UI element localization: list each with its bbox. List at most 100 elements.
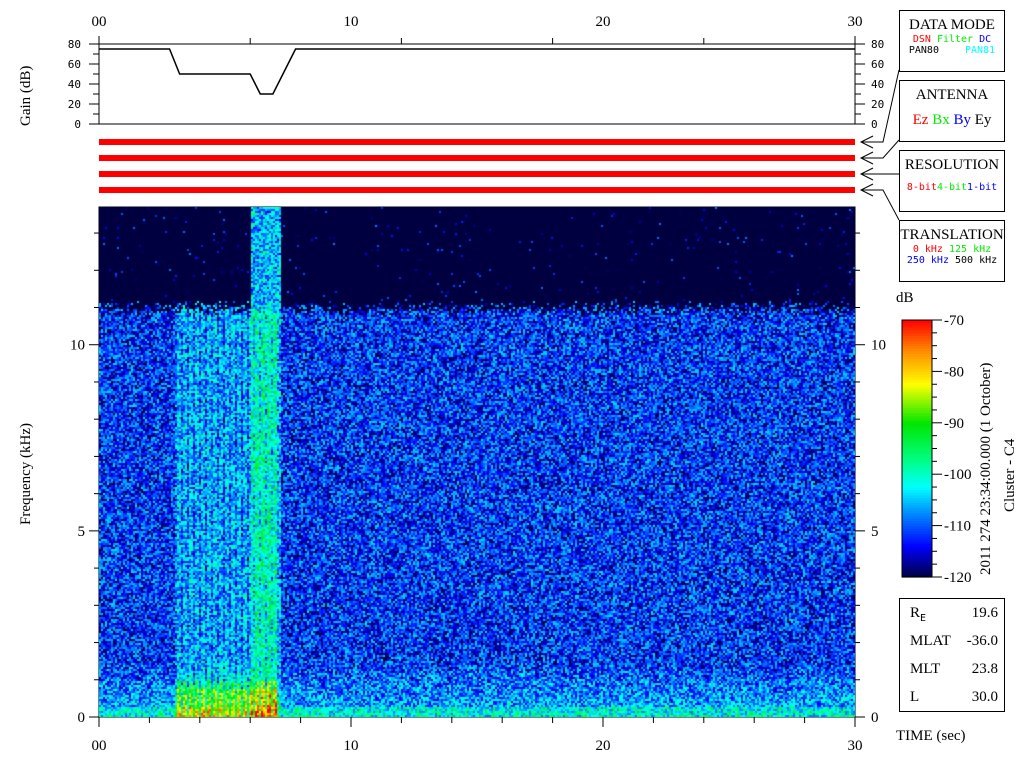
colorbar-segment <box>902 535 932 540</box>
colorbar-segment <box>902 494 932 498</box>
colorbar-segment <box>902 556 932 560</box>
connector-line <box>879 189 900 221</box>
colorbar-segment <box>902 409 932 414</box>
colorbar-segment <box>902 340 932 344</box>
colorbar-segment <box>902 402 932 406</box>
legend-item: 500 kHz <box>955 255 998 266</box>
colorbar-segment <box>902 350 932 355</box>
colorbar-segment <box>902 551 932 555</box>
ephemeris-value: 23.8 <box>971 661 998 677</box>
colorbar-segment <box>902 456 932 460</box>
colorbar-segment <box>902 505 932 509</box>
colorbar-segment <box>902 322 932 326</box>
colorbar-segment <box>902 484 932 488</box>
resolution-box: RESOLUTION 8-bit4-bit1-bit <box>899 150 1005 212</box>
gain-y-tick-label: 40 <box>68 78 81 91</box>
colorbar-segment <box>902 525 932 529</box>
colorbar-segment <box>902 479 932 483</box>
colorbar-segment <box>902 443 932 447</box>
legend-item: 1-bit <box>967 182 998 193</box>
colorbar-segment <box>902 569 932 573</box>
gain-y-tick-label: 0 <box>871 118 878 131</box>
colorbar-segment <box>902 451 932 455</box>
colorbar-segment <box>902 553 932 558</box>
colorbar-segment <box>902 425 932 429</box>
colorbar-segment <box>902 412 932 416</box>
colorbar-segment <box>902 448 932 452</box>
ephemeris-row: RE 19.6 <box>900 600 1004 627</box>
top-x-tick-label: 30 <box>848 14 863 30</box>
status-bar <box>99 171 855 177</box>
gain-y-tick-label: 40 <box>871 78 884 91</box>
gain-y-tick-label: 80 <box>871 38 884 51</box>
translation-row: 0 kHz 125 kHz <box>900 244 1004 255</box>
legend-item: 125 kHz <box>948 244 992 255</box>
colorbar-segment <box>902 571 932 576</box>
gain-line <box>99 48 855 95</box>
colorbar-segment <box>902 510 932 514</box>
colorbar-segment <box>902 528 932 532</box>
colorbar-segment <box>902 376 932 380</box>
colorbar-segment <box>902 515 932 519</box>
colorbar-segment <box>902 427 932 432</box>
y-axis-label: Frequency (kHz) <box>18 422 34 525</box>
colorbar-segment <box>902 517 932 522</box>
data-mode-title: DATA MODE <box>909 17 995 33</box>
colorbar-segment <box>902 417 932 421</box>
colorbar-segment <box>902 355 932 360</box>
colorbar-segment <box>902 345 932 349</box>
colorbar-segment <box>902 543 932 547</box>
colorbar-segment <box>902 453 932 457</box>
colorbar-segment <box>902 373 932 378</box>
gain-y-tick-label: 20 <box>871 98 884 111</box>
colorbar-tick-label: -70 <box>944 313 964 329</box>
colorbar-segment <box>902 512 932 516</box>
arrow-icon <box>859 151 879 165</box>
ephemeris-value: 19.6 <box>971 605 998 621</box>
legend-item: Filter <box>936 34 974 45</box>
colorbar-segment <box>902 546 932 550</box>
colorbar-segment <box>902 361 932 365</box>
x-tick-label: 00 <box>92 738 107 754</box>
y-tick-label: 0 <box>871 710 879 726</box>
translation-title: TRANSLATION <box>900 227 1004 243</box>
colorbar-segment <box>902 371 932 375</box>
colorbar-segment <box>902 422 932 426</box>
colorbar-segment <box>902 332 932 337</box>
ephemeris-value: 30.0 <box>971 689 998 705</box>
colorbar-segment <box>902 520 932 524</box>
data-mode-row: PAN80 PAN81 <box>900 45 1004 56</box>
connector-line <box>879 69 900 143</box>
y-tick-label: 5 <box>78 524 86 540</box>
colorbar-segment <box>902 445 932 450</box>
legend-item: PAN81 <box>965 45 996 56</box>
colorbar-segment <box>902 325 932 329</box>
legend-item: 4-bit <box>936 182 968 193</box>
y-tick-label: 10 <box>871 338 886 354</box>
colorbar-segment <box>902 489 932 493</box>
colorbar-tick-label: -110 <box>944 519 971 535</box>
colorbar-tick-label: -80 <box>944 364 964 380</box>
data-mode-row: DSN Filter DC <box>900 34 1004 45</box>
colorbar-segment <box>902 481 932 486</box>
colorbar-tick-label: -100 <box>944 467 972 483</box>
colorbar-segment <box>902 461 932 465</box>
colorbar-segment <box>902 533 932 537</box>
x-tick-label: 30 <box>848 738 863 754</box>
colorbar-segment <box>902 499 932 504</box>
arrow-icon <box>859 135 879 149</box>
x-axis-label: TIME (sec) <box>896 728 966 744</box>
arrow-icon <box>859 167 879 181</box>
ephemeris-row: MLT 23.8 <box>900 656 1004 683</box>
ephemeris-key: L <box>910 689 920 705</box>
colorbar-segment <box>902 471 932 475</box>
gain-y-tick-label: 60 <box>871 58 884 71</box>
colorbar-segment <box>902 335 932 339</box>
antenna-row: Ez Bx By Ey <box>900 112 1004 129</box>
legend-item: Ey <box>974 112 992 128</box>
colorbar-segment <box>902 358 932 362</box>
colorbar-segment <box>902 363 932 367</box>
colorbar-segment <box>902 379 932 383</box>
data-mode-box: DATA MODE DSN Filter DC PAN80 PAN81 <box>899 10 1005 72</box>
colorbar-label: dB <box>896 290 914 306</box>
